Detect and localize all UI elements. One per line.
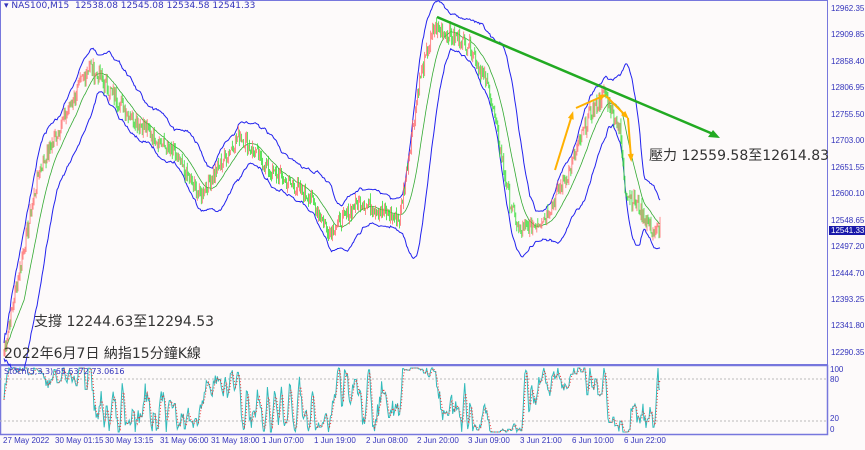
stoch-tick-label: 20 — [830, 414, 839, 423]
time-tick-label: 1 Jun 07:00 — [262, 436, 304, 445]
price-tick-label: 12755.50 — [831, 109, 865, 119]
time-tick-label: 30 May 13:15 — [105, 436, 154, 445]
price-tick-label: 12548.65 — [831, 215, 865, 225]
current-price-label: 12541.33 — [829, 226, 865, 235]
time-tick-label: 3 Jun 09:00 — [468, 436, 510, 445]
orange-arrowhead — [598, 94, 607, 101]
trendline-arrowhead — [708, 130, 720, 138]
price-tick-label: 12909.85 — [831, 30, 865, 40]
bollinger-lower — [3, 48, 661, 372]
resistance-trendline — [436, 15, 714, 136]
stoch-pane-frame — [0, 364, 829, 436]
time-tick-label: 30 May 01:15 — [55, 436, 104, 445]
symbol: NAS100,M15 — [11, 1, 70, 11]
time-tick-label: 3 Jun 21:00 — [520, 436, 562, 445]
orange-arrow — [627, 117, 632, 159]
main-pane-frame — [0, 0, 828, 365]
price-tick-label: 12858.40 — [831, 56, 865, 66]
price-tick-label: 12806.95 — [831, 83, 865, 93]
bollinger-upper — [3, 0, 661, 344]
stoch-main-line — [3, 366, 660, 434]
time-tick-label: 1 Jun 19:00 — [314, 436, 356, 445]
orange-arrow — [605, 95, 627, 117]
support-annotation: 支撐 12244.63至12294.53 — [34, 314, 215, 330]
price-tick-label: 12703.00 — [831, 136, 865, 146]
stoch-tick-label: 100 — [830, 365, 844, 374]
orange-arrowhead — [567, 111, 574, 120]
stoch-tick-label: 0 — [830, 425, 835, 434]
stoch-signal-line — [3, 367, 661, 433]
bollinger-middle — [3, 31, 661, 351]
time-tick-label: 31 May 18:00 — [211, 436, 260, 445]
price-tick-label: 12600.10 — [831, 189, 865, 199]
symbol-header: ▾ NAS100,M15 12538.08 12545.08 12534.58 … — [4, 1, 256, 11]
time-tick-label: 6 Jun 22:00 — [624, 436, 666, 445]
time-tick-label: 2 Jun 08:00 — [366, 436, 408, 445]
orange-arrow — [575, 95, 604, 109]
price-tick-label: 12651.55 — [831, 162, 865, 172]
price-tick-label: 12290.35 — [831, 347, 865, 357]
price-tick-label: 12341.80 — [831, 321, 865, 331]
time-tick-label: 6 Jun 10:00 — [572, 436, 614, 445]
orange-arrow — [554, 114, 573, 171]
resistance-annotation: 壓力 12559.58至12614.83 — [649, 148, 830, 164]
time-tick-label: 27 May 2022 — [3, 436, 50, 445]
price-tick-label: 12962.35 — [831, 4, 865, 13]
price-tick-label: 12393.25 — [831, 294, 865, 304]
orange-arrowhead — [621, 111, 629, 119]
time-tick-label: 31 May 06:00 — [160, 436, 209, 445]
time-tick-label: 2 Jun 20:00 — [417, 436, 459, 445]
price-tick-label: 12444.70 — [831, 268, 865, 278]
stoch-tick-label: 80 — [830, 375, 839, 384]
ohlc-values: 12538.08 12545.08 12534.58 12541.33 — [74, 1, 256, 11]
orange-arrowhead — [627, 153, 634, 162]
chart-title-annotation: 2022年6月7日 納指15分鐘K線 — [4, 346, 201, 362]
price-tick-label: 12497.20 — [831, 242, 865, 252]
stoch-label: Stoch(5,3,3) 65.5372 73.0616 — [4, 367, 125, 376]
